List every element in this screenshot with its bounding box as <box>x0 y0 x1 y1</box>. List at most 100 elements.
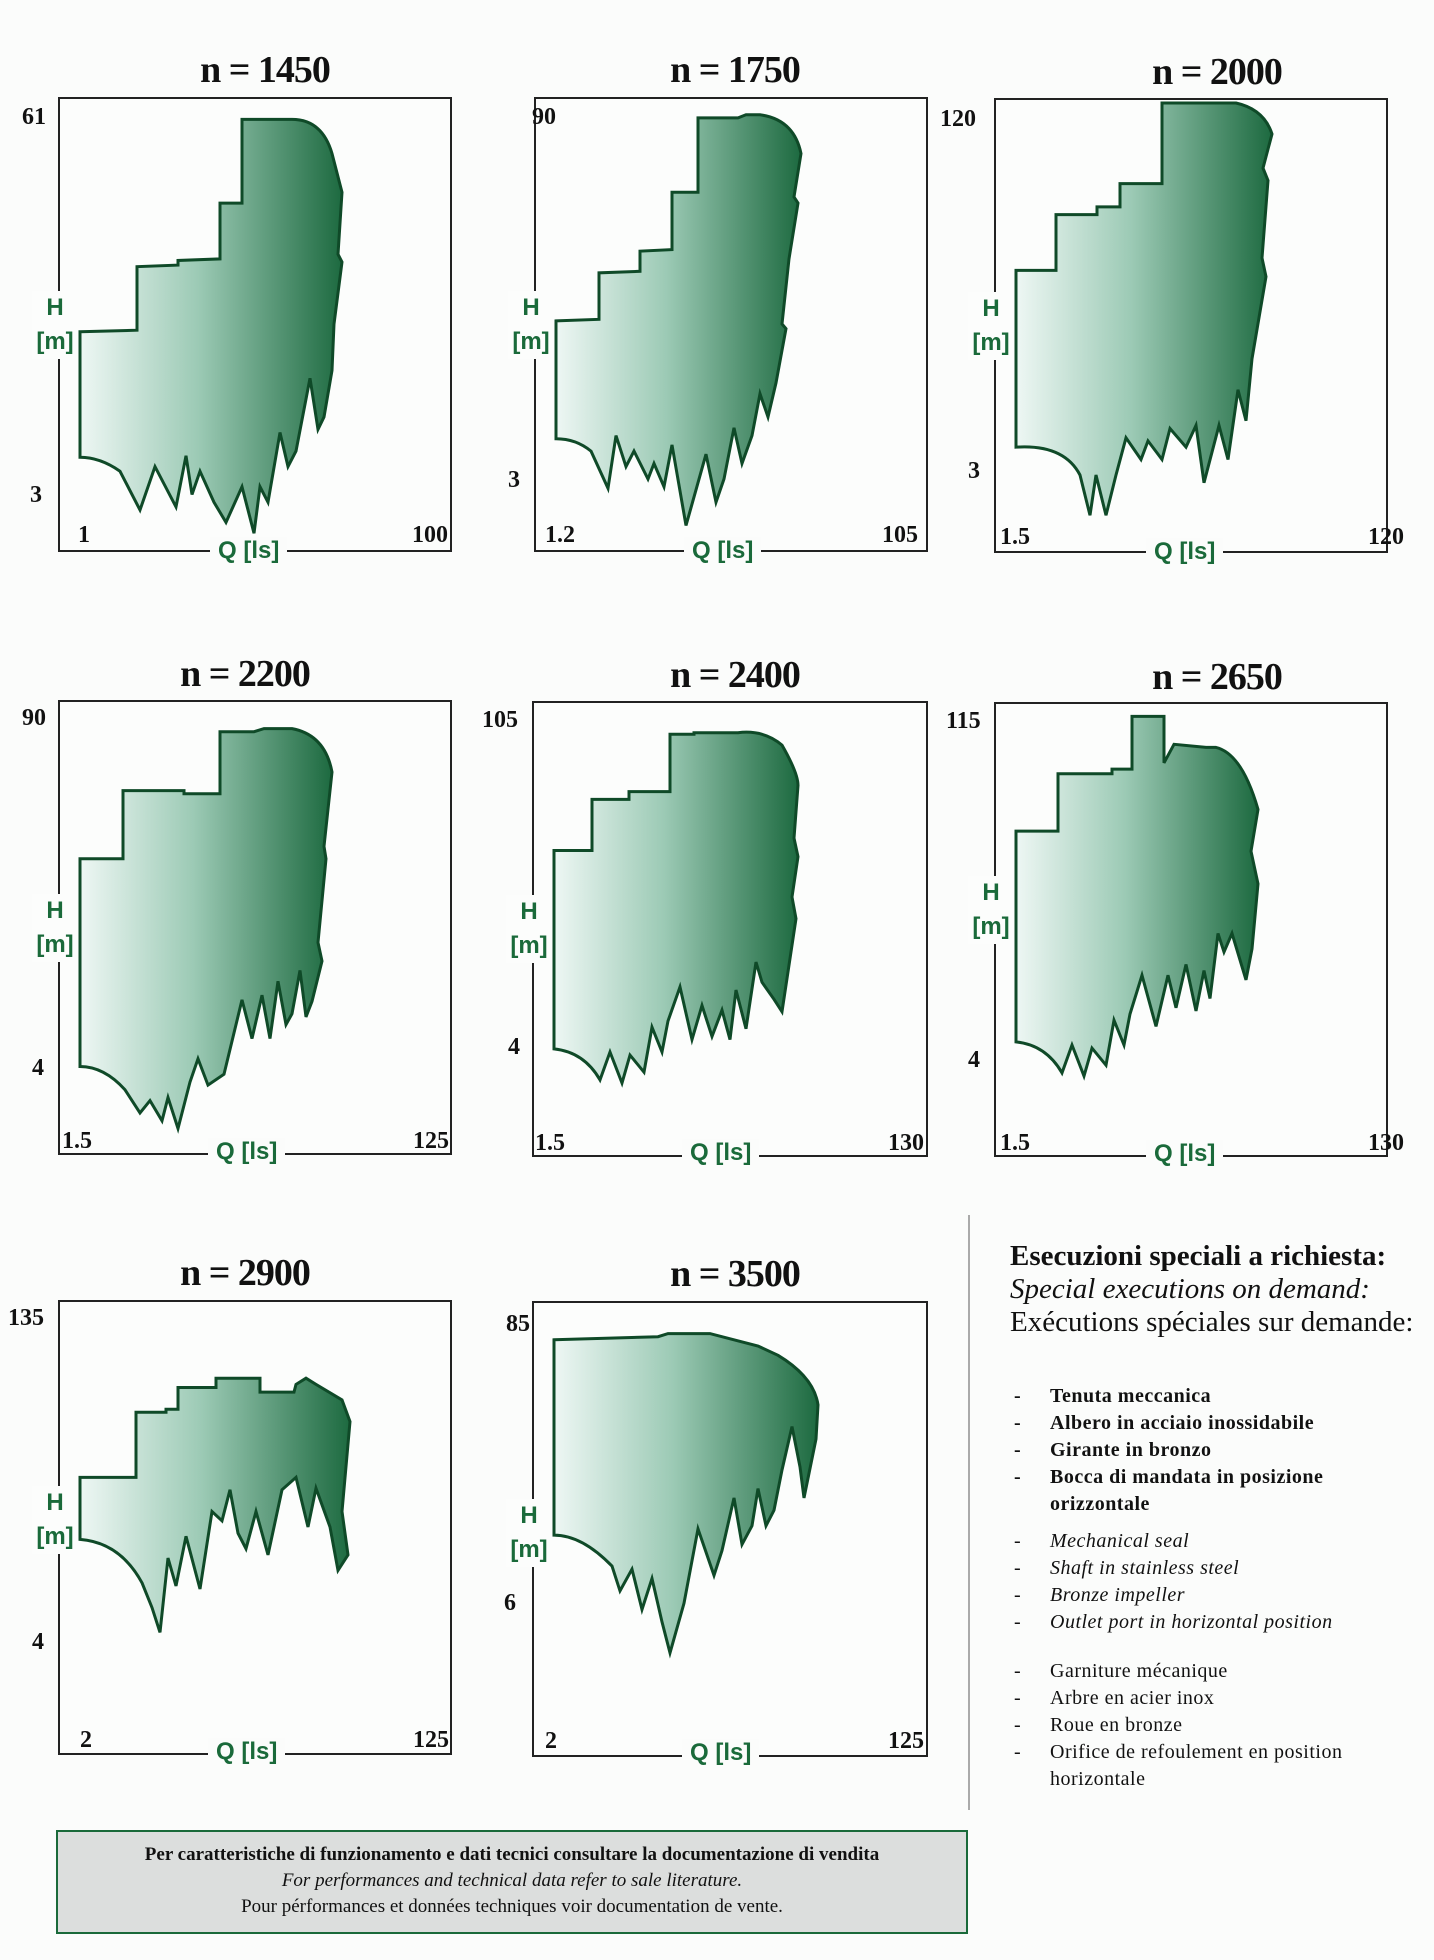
plot-area: H [m] Q [ls] <box>32 700 452 1166</box>
list-item: Arbre en acier inox <box>1010 1685 1420 1712</box>
chart-panel-1450: n = 1450 H [m] Q [ls] 61 3 1 100 <box>0 40 470 565</box>
y-tick-min: 6 <box>504 1590 516 1616</box>
x-tick-min: 1.5 <box>535 1130 565 1156</box>
y-tick-min: 4 <box>968 1047 980 1073</box>
chart-svg <box>534 1303 926 1755</box>
x-tick-min: 2 <box>545 1728 557 1754</box>
list-french: Garniture mécanique Arbre en acier inox … <box>1010 1658 1420 1793</box>
list-english: Mechanical seal Shaft in stainless steel… <box>1010 1528 1420 1636</box>
y-axis-label: H [m] <box>506 1499 552 1567</box>
x-axis-label: Q [ls] <box>1146 1140 1224 1168</box>
y-axis-label: H [m] <box>968 876 1014 944</box>
footer-english: For performances and technical data refe… <box>281 1870 743 1891</box>
x-axis-label: Q [ls] <box>682 1739 760 1767</box>
y-axis-label: H [m] <box>506 895 552 963</box>
y-tick-max: 120 <box>940 106 976 132</box>
plot-area: H [m] Q [ls] <box>32 1300 452 1766</box>
list-item: Tenuta meccanica <box>1010 1383 1420 1410</box>
list-item: Roue en bronze <box>1010 1712 1420 1739</box>
performance-envelope <box>1016 103 1272 515</box>
x-tick-max: 125 <box>888 1728 924 1754</box>
chart-panel-2000: n = 2000 H [m] Q [ls] 120 3 1.5 120 <box>940 40 1434 566</box>
x-tick-max: 125 <box>413 1128 449 1154</box>
chart-svg <box>536 99 926 550</box>
chart-title: n = 2900 <box>180 1252 311 1294</box>
chart-panel-1750: n = 1750 H [m] Q [ls] 90 3 1.2 105 <box>470 40 940 565</box>
x-tick-min: 1.5 <box>1000 1130 1030 1156</box>
performance-envelope <box>556 115 801 526</box>
x-axis-label: Q [ls] <box>682 1139 760 1167</box>
chart-svg <box>60 702 450 1153</box>
y-axis-label: H [m] <box>968 292 1014 360</box>
performance-envelope <box>80 729 332 1129</box>
list-item: Shaft in stainless steel <box>1010 1555 1420 1582</box>
y-tick-min: 3 <box>508 467 520 493</box>
y-tick-max: 61 <box>22 104 46 130</box>
x-tick-min: 1.5 <box>1000 524 1030 550</box>
plot-area: H [m] Q [ls] <box>968 98 1388 566</box>
y-tick-max: 90 <box>22 705 46 731</box>
performance-envelope <box>1016 716 1258 1076</box>
footer-french: Pour pérformances et données techniques … <box>241 1896 783 1917</box>
x-tick-max: 105 <box>882 522 918 548</box>
y-tick-min: 3 <box>968 458 980 484</box>
x-tick-max: 130 <box>888 1130 924 1156</box>
plot-area: H [m] Q [ls] <box>32 97 452 565</box>
chart-svg <box>996 100 1386 551</box>
heading-english: Special executions on demand: <box>1010 1273 1370 1305</box>
chart-title: n = 3500 <box>670 1253 801 1295</box>
chart-title: n = 1450 <box>200 49 331 91</box>
y-tick-max: 105 <box>482 707 518 733</box>
performance-envelope <box>80 1378 350 1632</box>
chart-panel-2900: n = 2900 H [m] Q [ls] 135 4 2 125 <box>0 1245 470 1766</box>
y-tick-max: 135 <box>8 1305 44 1331</box>
divider-line <box>968 1215 970 1810</box>
x-tick-max: 130 <box>1368 1130 1404 1156</box>
list-item: Outlet port in horizontal position <box>1010 1609 1420 1636</box>
list-item: Bronze impeller <box>1010 1582 1420 1609</box>
plot-area: H [m] Q [ls] <box>508 97 928 565</box>
y-axis-label: H [m] <box>32 1486 78 1554</box>
chart-panel-2650: n = 2650 H [m] Q [ls] 115 4 1.5 130 <box>940 645 1434 1168</box>
list-item: Garniture mécanique <box>1010 1658 1420 1685</box>
plot-area: H [m] Q [ls] <box>506 1301 928 1767</box>
x-tick-min: 1.2 <box>545 522 575 548</box>
performance-envelope <box>554 1334 818 1653</box>
list-item: Orifice de refoulement en position horiz… <box>1010 1739 1420 1793</box>
x-tick-max: 125 <box>413 1727 449 1753</box>
chart-panel-2400: n = 2400 H [m] Q [ls] 105 4 1.5 130 <box>470 645 940 1167</box>
chart-svg <box>534 703 926 1155</box>
footer-italian: Per caratteristiche di funzionamento e d… <box>144 1844 880 1865</box>
x-tick-max: 120 <box>1368 524 1404 550</box>
y-tick-max: 90 <box>532 104 556 130</box>
list-item: Bocca di mandata in posizione orizzontal… <box>1010 1464 1420 1518</box>
chart-svg <box>60 1302 450 1753</box>
x-tick-min: 1.5 <box>62 1128 92 1154</box>
y-tick-min: 4 <box>32 1629 44 1655</box>
heading-french: Exécutions spéciales sur demande: <box>1010 1306 1414 1338</box>
special-executions-box: Esecuzioni speciali a richiesta: Special… <box>1010 1240 1420 1793</box>
x-axis-label: Q [ls] <box>208 1138 286 1166</box>
chart-svg <box>60 99 450 550</box>
chart-panel-3500: n = 3500 H [m] Q [ls] 85 6 2 125 <box>470 1245 940 1767</box>
x-axis-label: Q [ls] <box>684 537 762 565</box>
chart-svg <box>996 704 1386 1155</box>
x-tick-min: 2 <box>80 1727 92 1753</box>
list-italian: Tenuta meccanica Albero in acciaio inoss… <box>1010 1383 1420 1518</box>
y-tick-max: 85 <box>506 1311 530 1337</box>
y-tick-min: 4 <box>32 1055 44 1081</box>
list-item: Mechanical seal <box>1010 1528 1420 1555</box>
chart-title: n = 2650 <box>1152 656 1283 698</box>
y-tick-min: 4 <box>508 1034 520 1060</box>
performance-envelope <box>554 732 798 1083</box>
footer-note: Per caratteristiche di funzionamento e d… <box>56 1830 968 1934</box>
heading-italian: Esecuzioni speciali a richiesta: <box>1010 1240 1387 1272</box>
y-tick-min: 3 <box>30 482 42 508</box>
chart-title: n = 2000 <box>1152 51 1283 93</box>
y-axis-label: H [m] <box>32 291 78 359</box>
x-tick-min: 1 <box>78 522 90 548</box>
list-item: Girante in bronzo <box>1010 1437 1420 1464</box>
x-axis-label: Q [ls] <box>210 537 288 565</box>
x-axis-label: Q [ls] <box>1146 538 1224 566</box>
x-tick-max: 100 <box>412 522 448 548</box>
